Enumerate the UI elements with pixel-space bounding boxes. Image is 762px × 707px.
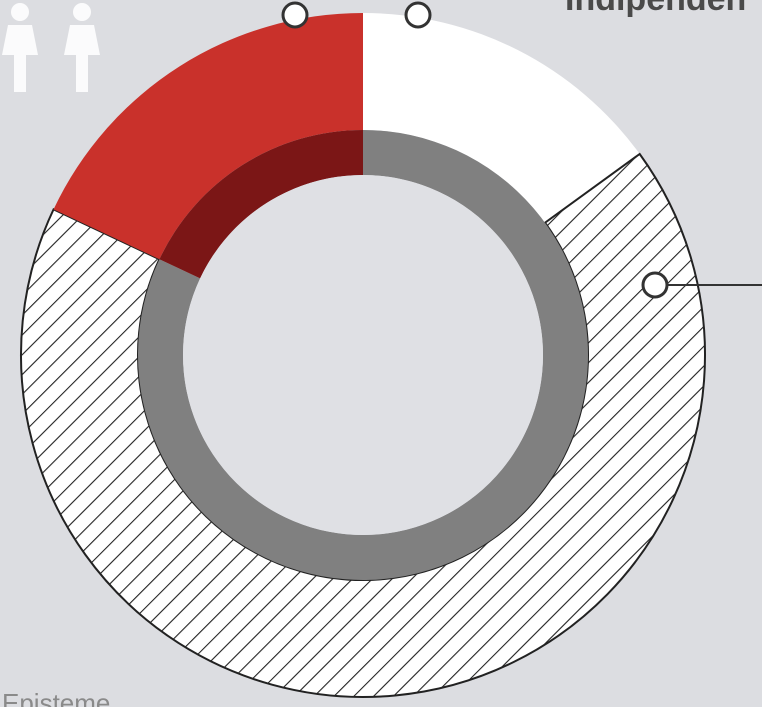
annotation: Indipenden	[565, 0, 746, 18]
callout-dot	[404, 1, 432, 29]
annotation: Episteme	[2, 688, 110, 707]
callout-dot	[281, 1, 309, 29]
donut	[20, 13, 706, 698]
pie-slice	[363, 13, 640, 223]
person-icons	[2, 3, 100, 92]
callout-dot	[641, 271, 669, 299]
donut-hole	[183, 175, 543, 535]
inner-ring-slice	[159, 130, 363, 279]
pie-slice	[53, 13, 364, 260]
